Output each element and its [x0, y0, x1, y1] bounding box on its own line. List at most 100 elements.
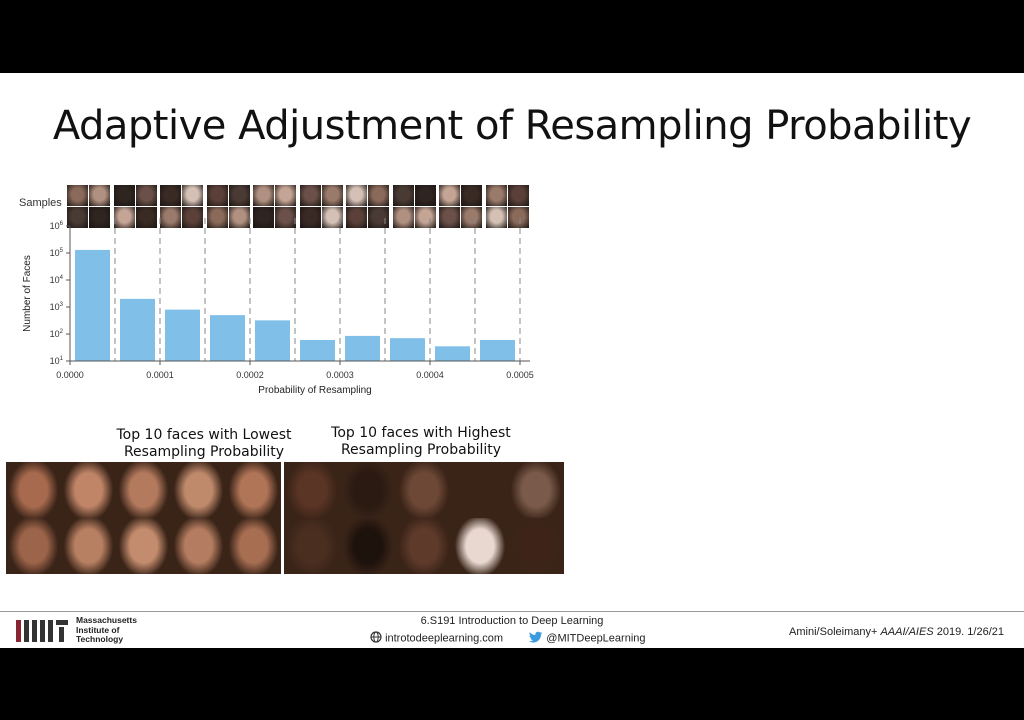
sample-thumbnail [228, 185, 250, 206]
sample-thumbnail [507, 185, 529, 206]
mit-logo [16, 620, 68, 642]
sample-thumbnail [275, 207, 296, 228]
histogram-bar [165, 309, 200, 361]
histogram-bar [390, 338, 425, 361]
sample-thumbnail [89, 207, 110, 228]
sample-thumbnail [67, 207, 88, 228]
slide: Adaptive Adjustment of Resampling Probab… [0, 73, 1024, 648]
samples-label: Samples [19, 197, 62, 209]
histogram-bar [210, 315, 245, 361]
resampling-histogram: 0.0000 0.0001 0.0002 0.0003 0.0004 0.0005 101 1… [22, 218, 534, 396]
footer: Massachusetts Institute of Technology 6.… [0, 611, 1024, 648]
x-tick-label: 0.0000 [56, 370, 84, 380]
twitter-icon [529, 631, 546, 646]
sample-thumbnail [253, 207, 274, 228]
y-tick-label: 101 [50, 356, 64, 366]
globe-icon [370, 631, 385, 646]
face-image [61, 462, 116, 518]
histogram-bar [480, 339, 515, 361]
sample-thumbnail [182, 185, 203, 206]
sample-thumbnail [507, 207, 529, 228]
sample-thumbnail [299, 185, 321, 206]
caption-lowest: Top 10 faces with Lowest Resampling Prob… [116, 427, 292, 460]
histogram-bar [120, 298, 155, 361]
sample-thumbnail [182, 207, 203, 228]
sample-thumbnail [461, 185, 482, 206]
sample-thumbnail [414, 185, 436, 206]
y-tick-label: 106 [50, 221, 64, 231]
website-link[interactable]: introtodeeplearning.com [385, 632, 504, 645]
face-image [452, 462, 508, 518]
x-tick-label: 0.0003 [326, 370, 354, 380]
sample-thumbnail [113, 185, 135, 206]
sample-thumbnail [228, 207, 250, 228]
sample-thumbnail [321, 185, 343, 206]
y-tick-label: 105 [50, 248, 64, 258]
face-image [6, 462, 61, 518]
y-tick-label: 102 [50, 329, 64, 339]
mit-name: Massachusetts Institute of Technology [76, 615, 137, 644]
x-tick-label: 0.0001 [146, 370, 174, 380]
x-tick-label: 0.0002 [236, 370, 264, 380]
histogram-bar [75, 249, 110, 361]
face-image [508, 462, 564, 518]
histogram-bar [300, 339, 335, 361]
sample-thumbnail [299, 207, 321, 228]
x-tick-label: 0.0005 [506, 370, 534, 380]
sample-thumbnail [485, 185, 507, 206]
sample-thumbnail [368, 207, 389, 228]
face-image [396, 462, 452, 518]
face-image [284, 462, 340, 518]
x-axis-label: Probability of Resampling [258, 385, 371, 396]
sample-thumbnail [485, 207, 507, 228]
face-image [61, 518, 116, 574]
sample-thumbnail [89, 185, 110, 206]
face-image [452, 518, 508, 574]
face-image [171, 518, 226, 574]
face-image [6, 518, 61, 574]
sample-thumbnail [439, 185, 460, 206]
histogram-bar [435, 346, 470, 361]
face-image [340, 462, 396, 518]
face-image [284, 518, 340, 574]
citation: Amini/Soleimany+ AAAI/AIES 2019. 1/26/21 [789, 626, 1004, 638]
histogram-bar [345, 335, 380, 361]
footer-links: introtodeeplearning.com @MITDeepLearning [370, 631, 646, 646]
lowest-faces-grid [6, 462, 281, 574]
face-image [171, 462, 226, 518]
x-tick-label: 0.0004 [416, 370, 444, 380]
slide-title: Adaptive Adjustment of Resampling Probab… [52, 103, 972, 149]
sample-thumbnail [206, 207, 228, 228]
sample-thumbnail [392, 185, 414, 206]
twitter-link[interactable]: @MITDeepLearning [546, 632, 646, 645]
y-tick-label: 103 [50, 302, 64, 312]
sample-thumbnail [439, 207, 460, 228]
sample-thumbnail [206, 185, 228, 206]
sample-thumbnail [135, 185, 157, 206]
sample-thumbnail [253, 185, 274, 206]
sample-thumbnail [67, 185, 88, 206]
sample-thumbnail [113, 207, 135, 228]
sample-thumbnail [160, 185, 181, 206]
course-name: 6.S191 Introduction to Deep Learning [420, 615, 604, 627]
sample-thumbnail [321, 207, 343, 228]
sample-thumbnail [461, 207, 482, 228]
y-axis-label: Number of Faces [22, 255, 33, 332]
sample-thumbnail [346, 207, 367, 228]
face-image [226, 462, 281, 518]
sample-thumbnail [392, 207, 414, 228]
face-image [116, 518, 171, 574]
sample-thumbnail [135, 207, 157, 228]
face-image [226, 518, 281, 574]
highest-faces-grid [284, 462, 564, 574]
face-image [340, 518, 396, 574]
face-image [508, 518, 564, 574]
caption-highest: Top 10 faces with Highest Resampling Pro… [331, 425, 511, 458]
sample-thumbnail [275, 185, 296, 206]
histogram-bar [255, 320, 290, 361]
y-tick-label: 104 [50, 275, 64, 285]
sample-thumbnail [160, 207, 181, 228]
face-image [396, 518, 452, 574]
face-image [116, 462, 171, 518]
sample-thumbnail [368, 185, 389, 206]
